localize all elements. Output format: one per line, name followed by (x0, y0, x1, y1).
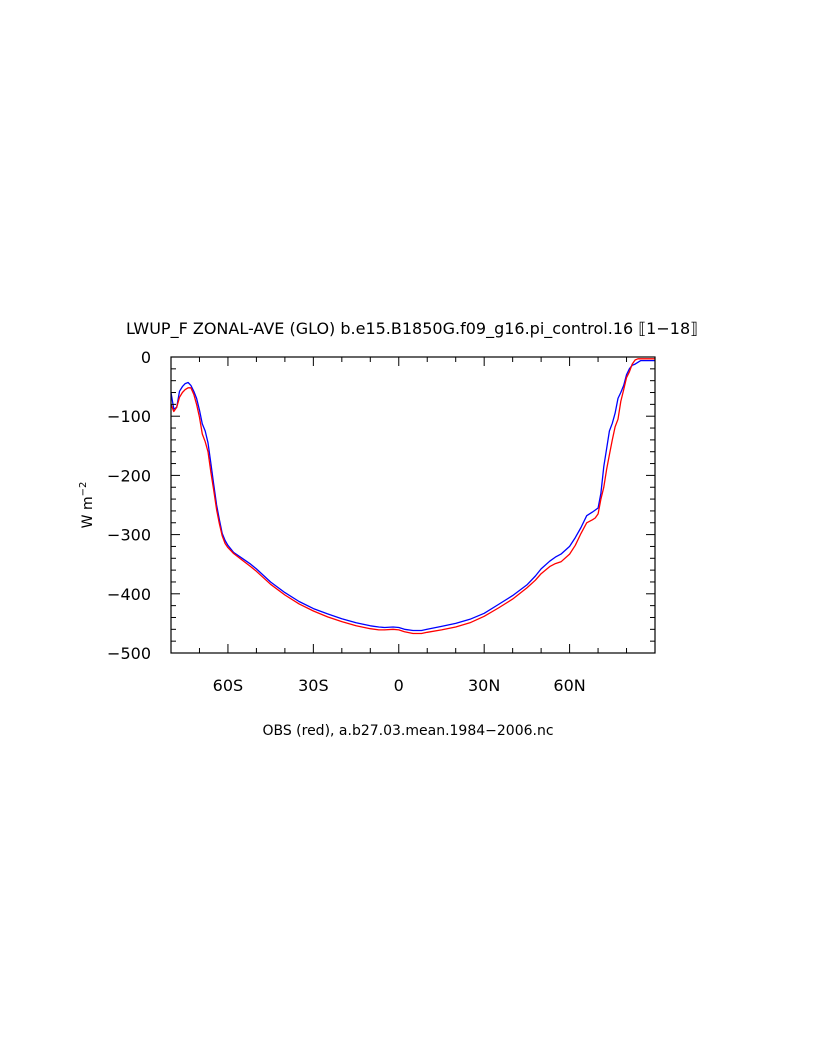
x-tick-label: 60S (213, 676, 244, 695)
axis-ticks (171, 356, 656, 654)
y-tick-label: 0 (141, 348, 151, 367)
y-tick-labels: 0 −100 −200 −300 −400 −500 (107, 348, 151, 663)
plot-frame (170, 356, 656, 654)
y-axis-label: W m−2 (78, 482, 96, 529)
y-axis-label-unit: W m (80, 496, 96, 528)
y-tick-label: −200 (107, 466, 151, 485)
y-tick-label: −100 (107, 407, 151, 426)
y-tick-label: −400 (107, 585, 151, 604)
y-axis-label-exponent: −2 (78, 482, 89, 497)
chart-caption: OBS (red), a.b27.03.mean.1984−2006.nc (262, 723, 553, 739)
x-tick-label: 30S (298, 676, 329, 695)
x-tick-label: 0 (394, 676, 404, 695)
x-tick-label: 60N (553, 676, 585, 695)
chart-title: LWUP_F ZONAL-AVE (GLO) b.e15.B1850G.f09_… (126, 319, 698, 339)
y-tick-label: −300 (107, 526, 151, 545)
plot-lines (170, 358, 655, 635)
x-tick-labels: 60S 30S 0 30N 60N (213, 676, 586, 695)
series-line-red (170, 358, 655, 635)
y-tick-label: −500 (107, 644, 151, 663)
series-line-blue (170, 359, 655, 632)
x-tick-label: 30N (468, 676, 500, 695)
